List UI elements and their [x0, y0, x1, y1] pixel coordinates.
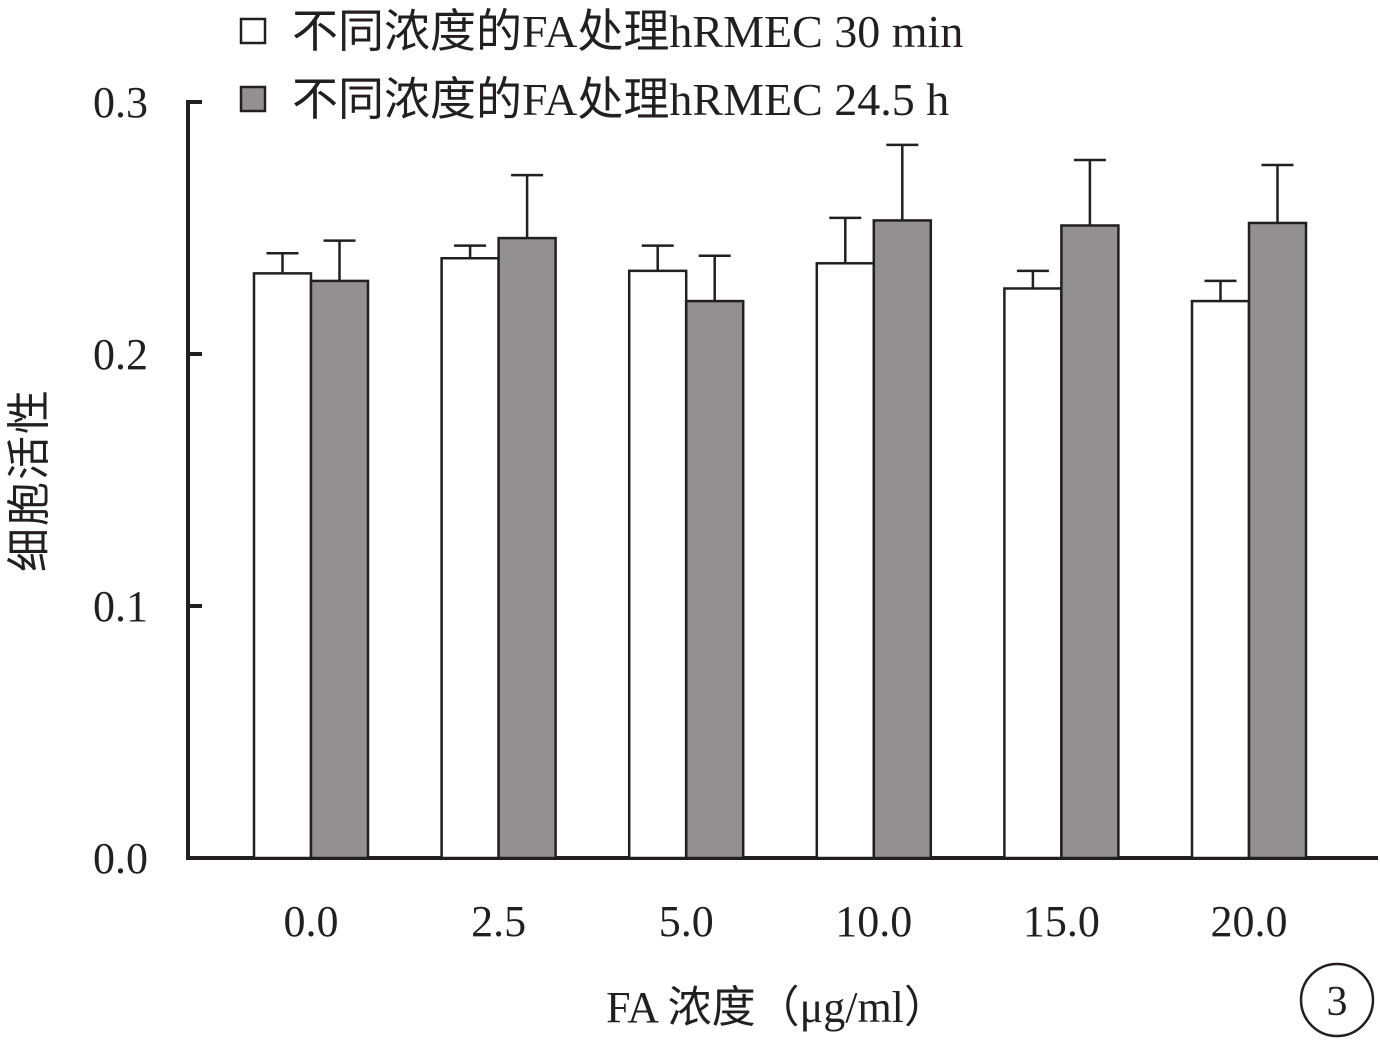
bar — [497, 236, 557, 860]
bar — [309, 279, 370, 860]
y-tick-label: 0.2 — [93, 330, 148, 379]
error-bars-group — [266, 143, 1294, 302]
x-tick-label: 10.0 — [835, 897, 912, 946]
bar — [1060, 224, 1120, 860]
bar — [627, 269, 688, 860]
legend-label: 不同浓度的FA处理hRMEC 30 min — [292, 6, 963, 57]
bars-group — [252, 219, 1308, 860]
y-tick-label: 0.3 — [93, 78, 148, 127]
panel-label: 3 — [1299, 962, 1375, 1038]
bar — [252, 272, 313, 860]
x-tick-label: 0.0 — [284, 897, 339, 946]
x-tick-label: 20.0 — [1211, 897, 1288, 946]
legend: 不同浓度的FA处理hRMEC 30 min 不同浓度的FA处理hRMEC 24.5… — [239, 6, 963, 125]
bar — [440, 256, 500, 860]
bar — [1003, 287, 1063, 860]
x-axis: 0.0 2.5 5.0 10.0 15.0 20.0 — [186, 856, 1378, 946]
bar — [872, 219, 933, 860]
y-tick-label: 0.0 — [93, 834, 148, 883]
legend-label: 不同浓度的FA处理hRMEC 24.5 h — [292, 74, 949, 125]
x-axis-label: FA 浓度（μg/ml） — [606, 983, 948, 1032]
bar — [1190, 299, 1251, 860]
legend-swatch — [239, 17, 267, 45]
bar — [1247, 221, 1308, 860]
bar — [815, 262, 876, 860]
y-tick-label: 0.1 — [93, 582, 148, 631]
panel-label-number: 3 — [1327, 979, 1348, 1025]
legend-swatch — [239, 85, 267, 113]
bar — [684, 299, 745, 860]
y-axis-label: 细胞活性 — [5, 388, 54, 572]
y-axis: 0.0 0.1 0.2 0.3 — [93, 78, 202, 883]
x-tick-label: 5.0 — [659, 897, 714, 946]
x-tick-label: 15.0 — [1023, 897, 1100, 946]
x-tick-label: 2.5 — [471, 897, 526, 946]
panel-label-circle — [1299, 962, 1375, 1038]
